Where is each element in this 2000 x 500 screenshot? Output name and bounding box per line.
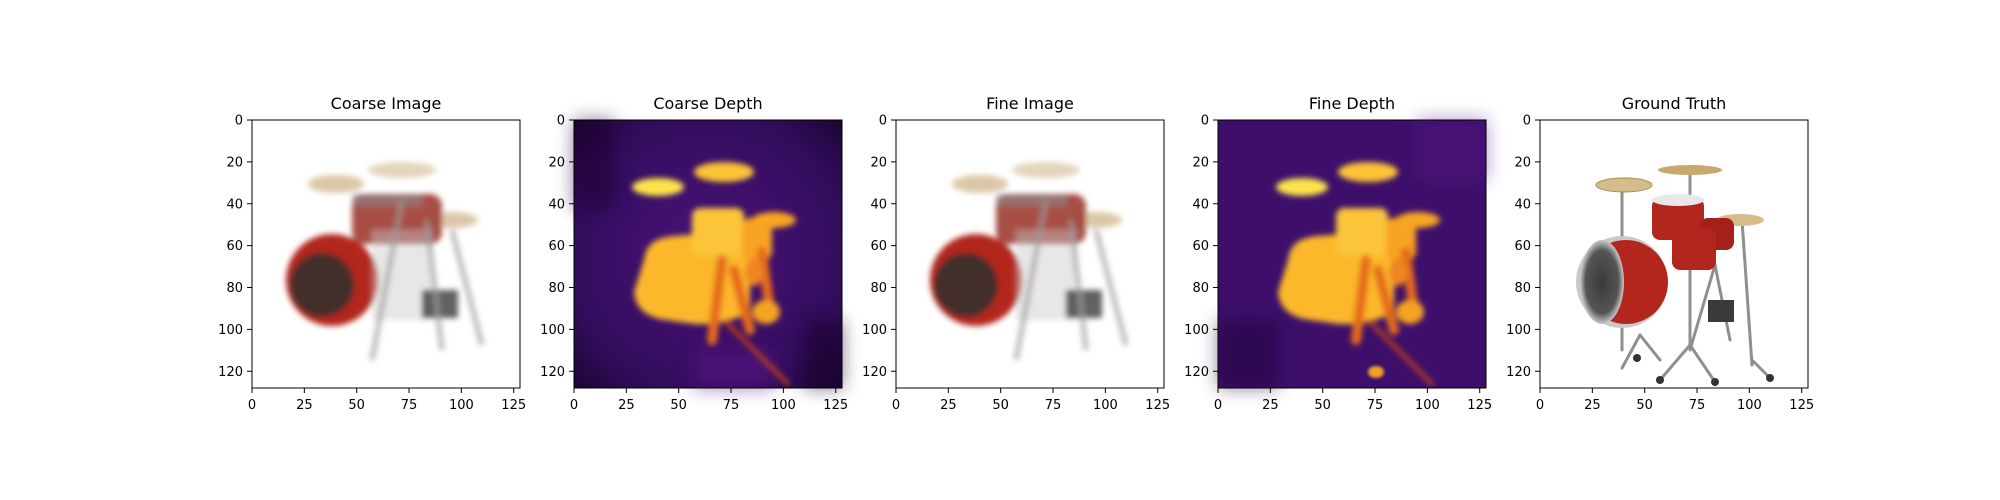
y-tick-label: 40	[226, 197, 243, 212]
y-tick-label: 0	[1523, 114, 1531, 129]
y-tick-label: 40	[1192, 197, 1209, 212]
x-tick-label: 50	[992, 398, 1009, 413]
y-tick-label: 80	[1192, 281, 1209, 296]
y-tick-label: 100	[862, 323, 887, 338]
panel-title: Coarse Depth	[653, 94, 762, 113]
y-tick-label: 80	[226, 281, 243, 296]
y-tick-label: 20	[1192, 155, 1209, 170]
y-tick-label: 40	[1514, 197, 1531, 212]
x-tick-label: 0	[570, 398, 578, 413]
y-tick-label: 0	[879, 114, 887, 129]
y-tick-label: 20	[548, 155, 565, 170]
y-tick-label: 100	[1184, 323, 1209, 338]
y-tick-label: 60	[548, 239, 565, 254]
x-tick-label: 25	[1262, 398, 1279, 413]
panel-coarse-depth: Coarse Depth 0 25 50 75 100 125 0 20 40 60 80 100 12…	[540, 94, 848, 413]
y-tick-label: 120	[218, 365, 243, 380]
y-tick-label: 60	[1514, 239, 1531, 254]
y-tick-label: 20	[1514, 155, 1531, 170]
y-tick-label: 80	[1514, 281, 1531, 296]
x-tick-label: 100	[1737, 398, 1762, 413]
panel-title: Coarse Image	[331, 94, 442, 113]
x-tick-label: 50	[348, 398, 365, 413]
x-tick-label: 125	[823, 398, 848, 413]
y-tick-label: 100	[540, 323, 565, 338]
y-tick-label: 120	[1506, 365, 1531, 380]
x-tick-label: 0	[1214, 398, 1222, 413]
x-tick-label: 75	[1367, 398, 1384, 413]
x-tick-label: 50	[1314, 398, 1331, 413]
y-tick-label: 60	[1192, 239, 1209, 254]
x-tick-label: 75	[723, 398, 740, 413]
x-tick-label: 0	[248, 398, 256, 413]
y-tick-label: 100	[1506, 323, 1531, 338]
x-tick-label: 25	[296, 398, 313, 413]
x-tick-label: 75	[401, 398, 418, 413]
x-tick-label: 0	[1536, 398, 1544, 413]
y-tick-label: 60	[226, 239, 243, 254]
x-tick-label: 100	[771, 398, 796, 413]
panel-fine-depth: Fine Depth 0 25 50 75 100 125 0 20 40 60 80 100 120	[1184, 94, 1492, 413]
x-tick-label: 0	[892, 398, 900, 413]
panel-title: Fine Depth	[1309, 94, 1395, 113]
y-tick-label: 120	[540, 365, 565, 380]
y-tick-label: 40	[548, 197, 565, 212]
x-tick-label: 25	[618, 398, 635, 413]
y-tick-label: 120	[862, 365, 887, 380]
y-tick-label: 0	[1201, 114, 1209, 129]
x-tick-label: 125	[1145, 398, 1170, 413]
y-tick-label: 60	[870, 239, 887, 254]
x-tick-label: 100	[449, 398, 474, 413]
panel-title: Ground Truth	[1622, 94, 1727, 113]
panel-coarse-image: Coarse Image 0 25 50 75 100 125 0 20 40 60 80 100 12…	[218, 94, 526, 413]
panel-title: Fine Image	[986, 94, 1074, 113]
x-tick-label: 75	[1689, 398, 1706, 413]
x-tick-label: 100	[1415, 398, 1440, 413]
x-tick-label: 50	[1636, 398, 1653, 413]
panel-fine-image: Fine Image 0 25 50 75 100 125 0 20 40 60 80 100 120	[862, 94, 1170, 413]
x-tick-label: 100	[1093, 398, 1118, 413]
x-tick-label: 125	[1467, 398, 1492, 413]
x-tick-label: 25	[1584, 398, 1601, 413]
y-tick-label: 100	[218, 323, 243, 338]
y-tick-label: 0	[557, 114, 565, 129]
y-tick-label: 0	[235, 114, 243, 129]
x-tick-label: 125	[501, 398, 526, 413]
y-tick-label: 120	[1184, 365, 1209, 380]
y-tick-label: 80	[870, 281, 887, 296]
x-tick-label: 125	[1789, 398, 1814, 413]
panel-ground-truth: Ground Truth	[1506, 94, 1814, 413]
x-tick-label: 50	[670, 398, 687, 413]
y-tick-label: 20	[870, 155, 887, 170]
x-tick-label: 25	[940, 398, 957, 413]
y-tick-label: 40	[870, 197, 887, 212]
x-tick-label: 75	[1045, 398, 1062, 413]
y-tick-label: 80	[548, 281, 565, 296]
ground-truth-photo	[1576, 165, 1774, 386]
y-tick-label: 20	[226, 155, 243, 170]
